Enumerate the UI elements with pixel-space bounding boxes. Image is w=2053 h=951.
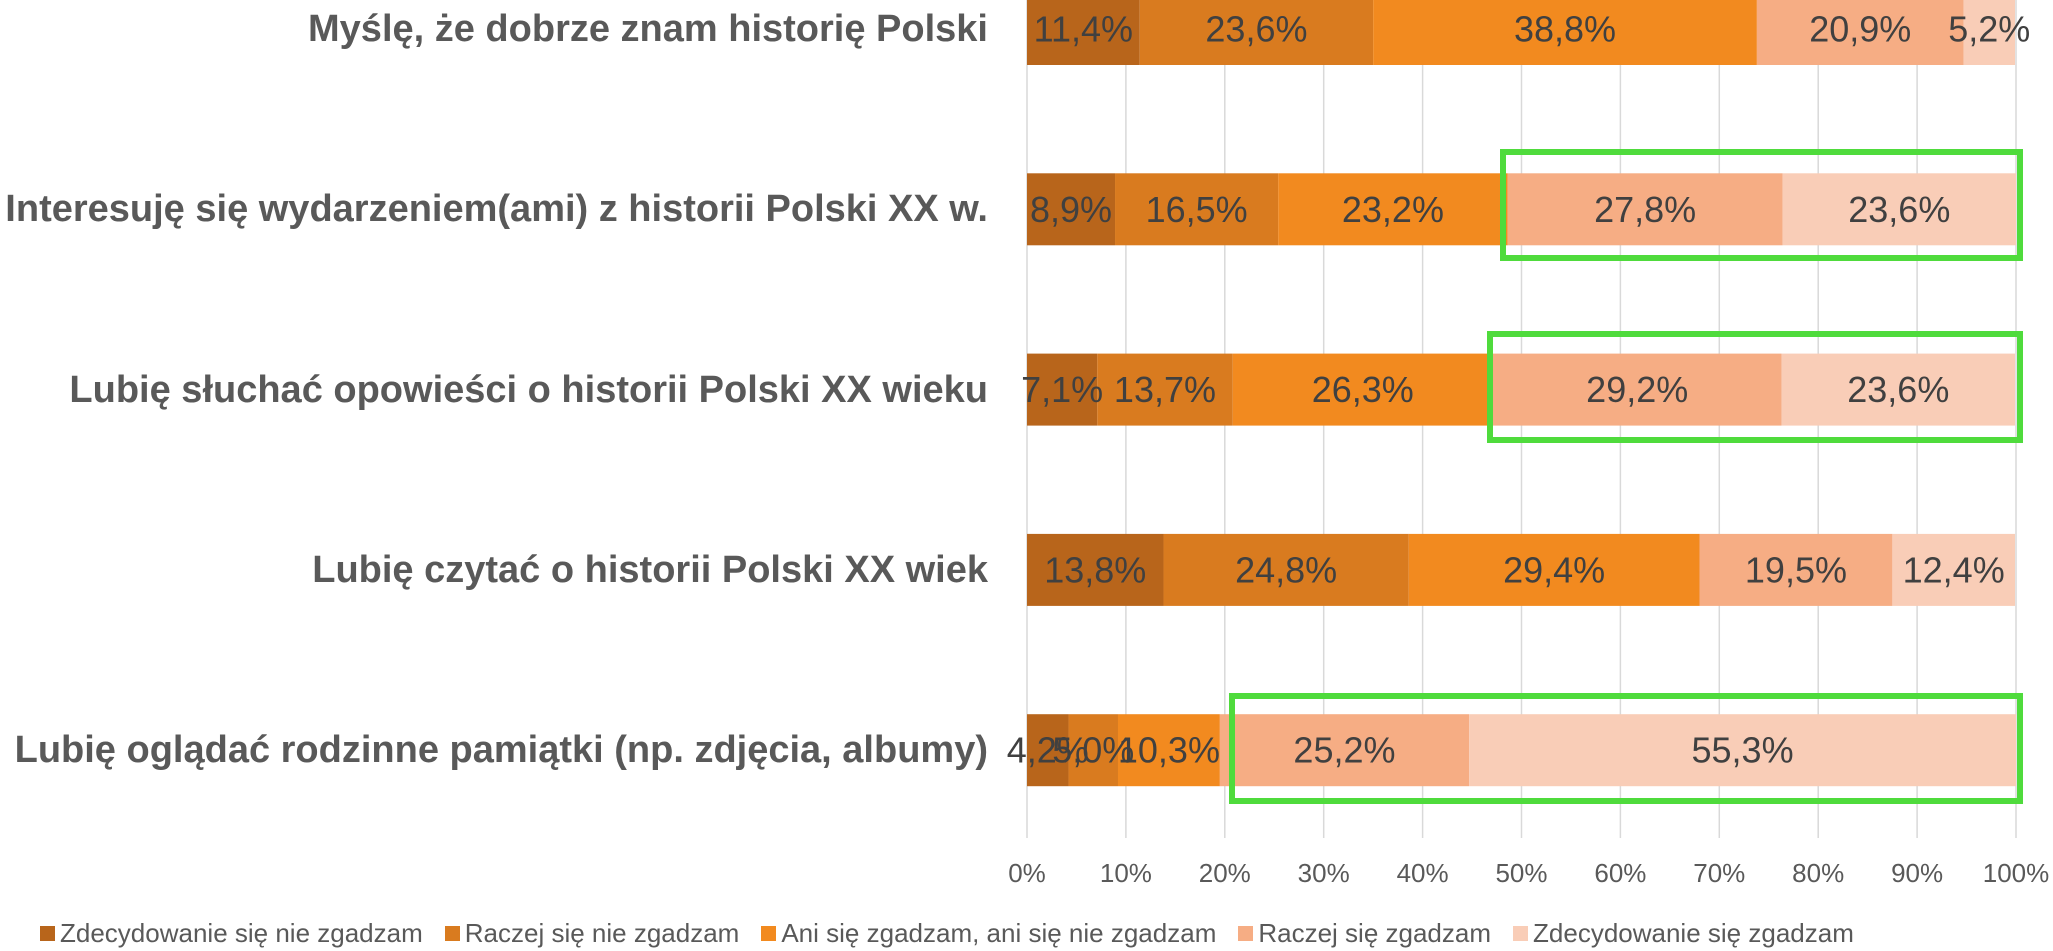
value-label: 5,0% bbox=[1052, 730, 1134, 771]
legend-swatch bbox=[1513, 926, 1529, 941]
legend: Zdecydowanie się nie zgadzam Raczej się n… bbox=[40, 918, 1854, 949]
category-label-box: Interesuję się wydarzeniem(ami) z histor… bbox=[0, 186, 988, 232]
bar-segment bbox=[1027, 173, 1116, 246]
value-label: 23,6% bbox=[1847, 369, 1949, 410]
legend-label: Raczej się zgadzam bbox=[1258, 918, 1492, 948]
bar-segment bbox=[1115, 173, 1279, 246]
bar-segment bbox=[1781, 353, 2016, 426]
bar-segment bbox=[1219, 714, 1470, 787]
legend-item: Raczej się nie zgadzam bbox=[444, 918, 740, 949]
legend-swatch bbox=[40, 926, 55, 941]
x-tick-label: 30% bbox=[1298, 858, 1350, 888]
category-label-box: Lubię oglądać rodzinne pamiątki (np. zdj… bbox=[0, 727, 988, 773]
bars bbox=[1027, 0, 2016, 787]
x-tick-label: 70% bbox=[1693, 858, 1745, 888]
value-label: 12,4% bbox=[1903, 549, 2005, 590]
category-label-box: Lubię słuchać opowieści o historii Polsk… bbox=[0, 367, 988, 413]
highlight-box bbox=[1500, 149, 2023, 261]
legend-label: Raczej się nie zgadzam bbox=[464, 918, 740, 948]
value-label: 26,3% bbox=[1312, 369, 1414, 410]
legend-item: Raczej się zgadzam bbox=[1238, 918, 1491, 949]
bar-segment bbox=[1097, 353, 1233, 426]
value-label: 23,6% bbox=[1205, 9, 1307, 50]
legend-item: Ani się zgadzam, ani się nie zgadzam bbox=[761, 918, 1216, 949]
bar-segment bbox=[1163, 533, 1409, 606]
highlight-box bbox=[1229, 693, 2023, 804]
value-label: 7,1% bbox=[1021, 369, 1103, 410]
legend-label: Zdecydowanie się nie zgadzam bbox=[60, 918, 423, 948]
value-label: 13,8% bbox=[1044, 549, 1146, 590]
bar-segment bbox=[1963, 0, 2016, 65]
bar-segment bbox=[1068, 714, 1118, 787]
bar-segment bbox=[1492, 353, 1782, 426]
bar-segment bbox=[1027, 353, 1098, 426]
category-label-box: Myślę, że dobrze znam historię Polski bbox=[0, 6, 988, 52]
annotations bbox=[1229, 149, 2023, 804]
value-label: 29,2% bbox=[1586, 369, 1688, 410]
x-tick-label: 90% bbox=[1891, 858, 1943, 888]
bar-segment bbox=[1139, 0, 1374, 65]
legend-swatch bbox=[444, 926, 460, 941]
bar-segment bbox=[1892, 533, 2016, 606]
x-tick-label: 20% bbox=[1199, 858, 1251, 888]
bar-segment bbox=[1027, 714, 1069, 787]
legend-label: Ani się zgadzam, ani się nie zgadzam bbox=[781, 918, 1217, 948]
value-label: 20,9% bbox=[1809, 9, 1911, 50]
category-label-box: Lubię czytać o historii Polski XX wiek bbox=[0, 547, 988, 593]
x-tick-label: 0% bbox=[1008, 858, 1046, 888]
value-label: 19,5% bbox=[1745, 549, 1847, 590]
legend-item: Zdecydowanie się zgadzam bbox=[1513, 918, 1854, 949]
highlight-box bbox=[1487, 331, 2023, 443]
category-label: Lubię słuchać opowieści o historii Polsk… bbox=[69, 368, 988, 411]
value-label: 23,2% bbox=[1342, 189, 1444, 230]
bar-segment bbox=[1232, 353, 1493, 426]
bar-segment bbox=[1469, 714, 2016, 787]
x-tick-label: 50% bbox=[1495, 858, 1547, 888]
bar-segment bbox=[1408, 533, 1700, 606]
x-tick-label: 80% bbox=[1792, 858, 1844, 888]
bar-segment bbox=[1027, 0, 1140, 65]
category-label: Lubię oglądać rodzinne pamiątki (np. zdj… bbox=[14, 729, 988, 772]
value-label: 55,3% bbox=[1692, 730, 1794, 771]
bar-segment bbox=[1782, 173, 2016, 246]
value-label: 38,8% bbox=[1514, 9, 1616, 50]
value-label: 27,8% bbox=[1594, 189, 1696, 230]
bar-segment bbox=[1027, 533, 1164, 606]
value-label: 25,2% bbox=[1293, 730, 1395, 771]
value-label: 16,5% bbox=[1146, 189, 1248, 230]
legend-label: Zdecydowanie się zgadzam bbox=[1533, 918, 1854, 948]
legend-swatch bbox=[761, 926, 777, 941]
bar-segment bbox=[1373, 0, 1757, 65]
category-label: Myślę, że dobrze znam historię Polski bbox=[308, 8, 988, 50]
value-label: 11,4% bbox=[1034, 9, 1133, 50]
x-tick-label: 60% bbox=[1594, 858, 1646, 888]
bar-segment bbox=[1756, 0, 1964, 65]
bar-segment bbox=[1507, 173, 1783, 246]
value-label: 4,2% bbox=[1007, 730, 1089, 771]
bar-segment bbox=[1699, 533, 1893, 606]
value-label: 13,7% bbox=[1114, 369, 1216, 410]
bar-segment bbox=[1278, 173, 1508, 246]
value-label: 5,2% bbox=[1948, 9, 2030, 50]
value-label: 24,8% bbox=[1235, 549, 1337, 590]
x-tick-label: 10% bbox=[1100, 858, 1152, 888]
bar-segment bbox=[1117, 714, 1220, 787]
x-tick-label: 100% bbox=[1983, 858, 2050, 888]
category-label: Interesuję się wydarzeniem(ami) z histor… bbox=[5, 188, 988, 231]
value-label: 10,3% bbox=[1118, 730, 1220, 771]
x-tick-label: 40% bbox=[1397, 858, 1449, 888]
category-label: Lubię czytać o historii Polski XX wiek bbox=[312, 548, 988, 591]
value-label: 8,9% bbox=[1030, 189, 1112, 230]
legend-item: Zdecydowanie się nie zgadzam bbox=[40, 918, 423, 949]
value-label: 23,6% bbox=[1848, 189, 1950, 230]
legend-swatch bbox=[1238, 926, 1254, 941]
value-label: 29,4% bbox=[1503, 549, 1605, 590]
